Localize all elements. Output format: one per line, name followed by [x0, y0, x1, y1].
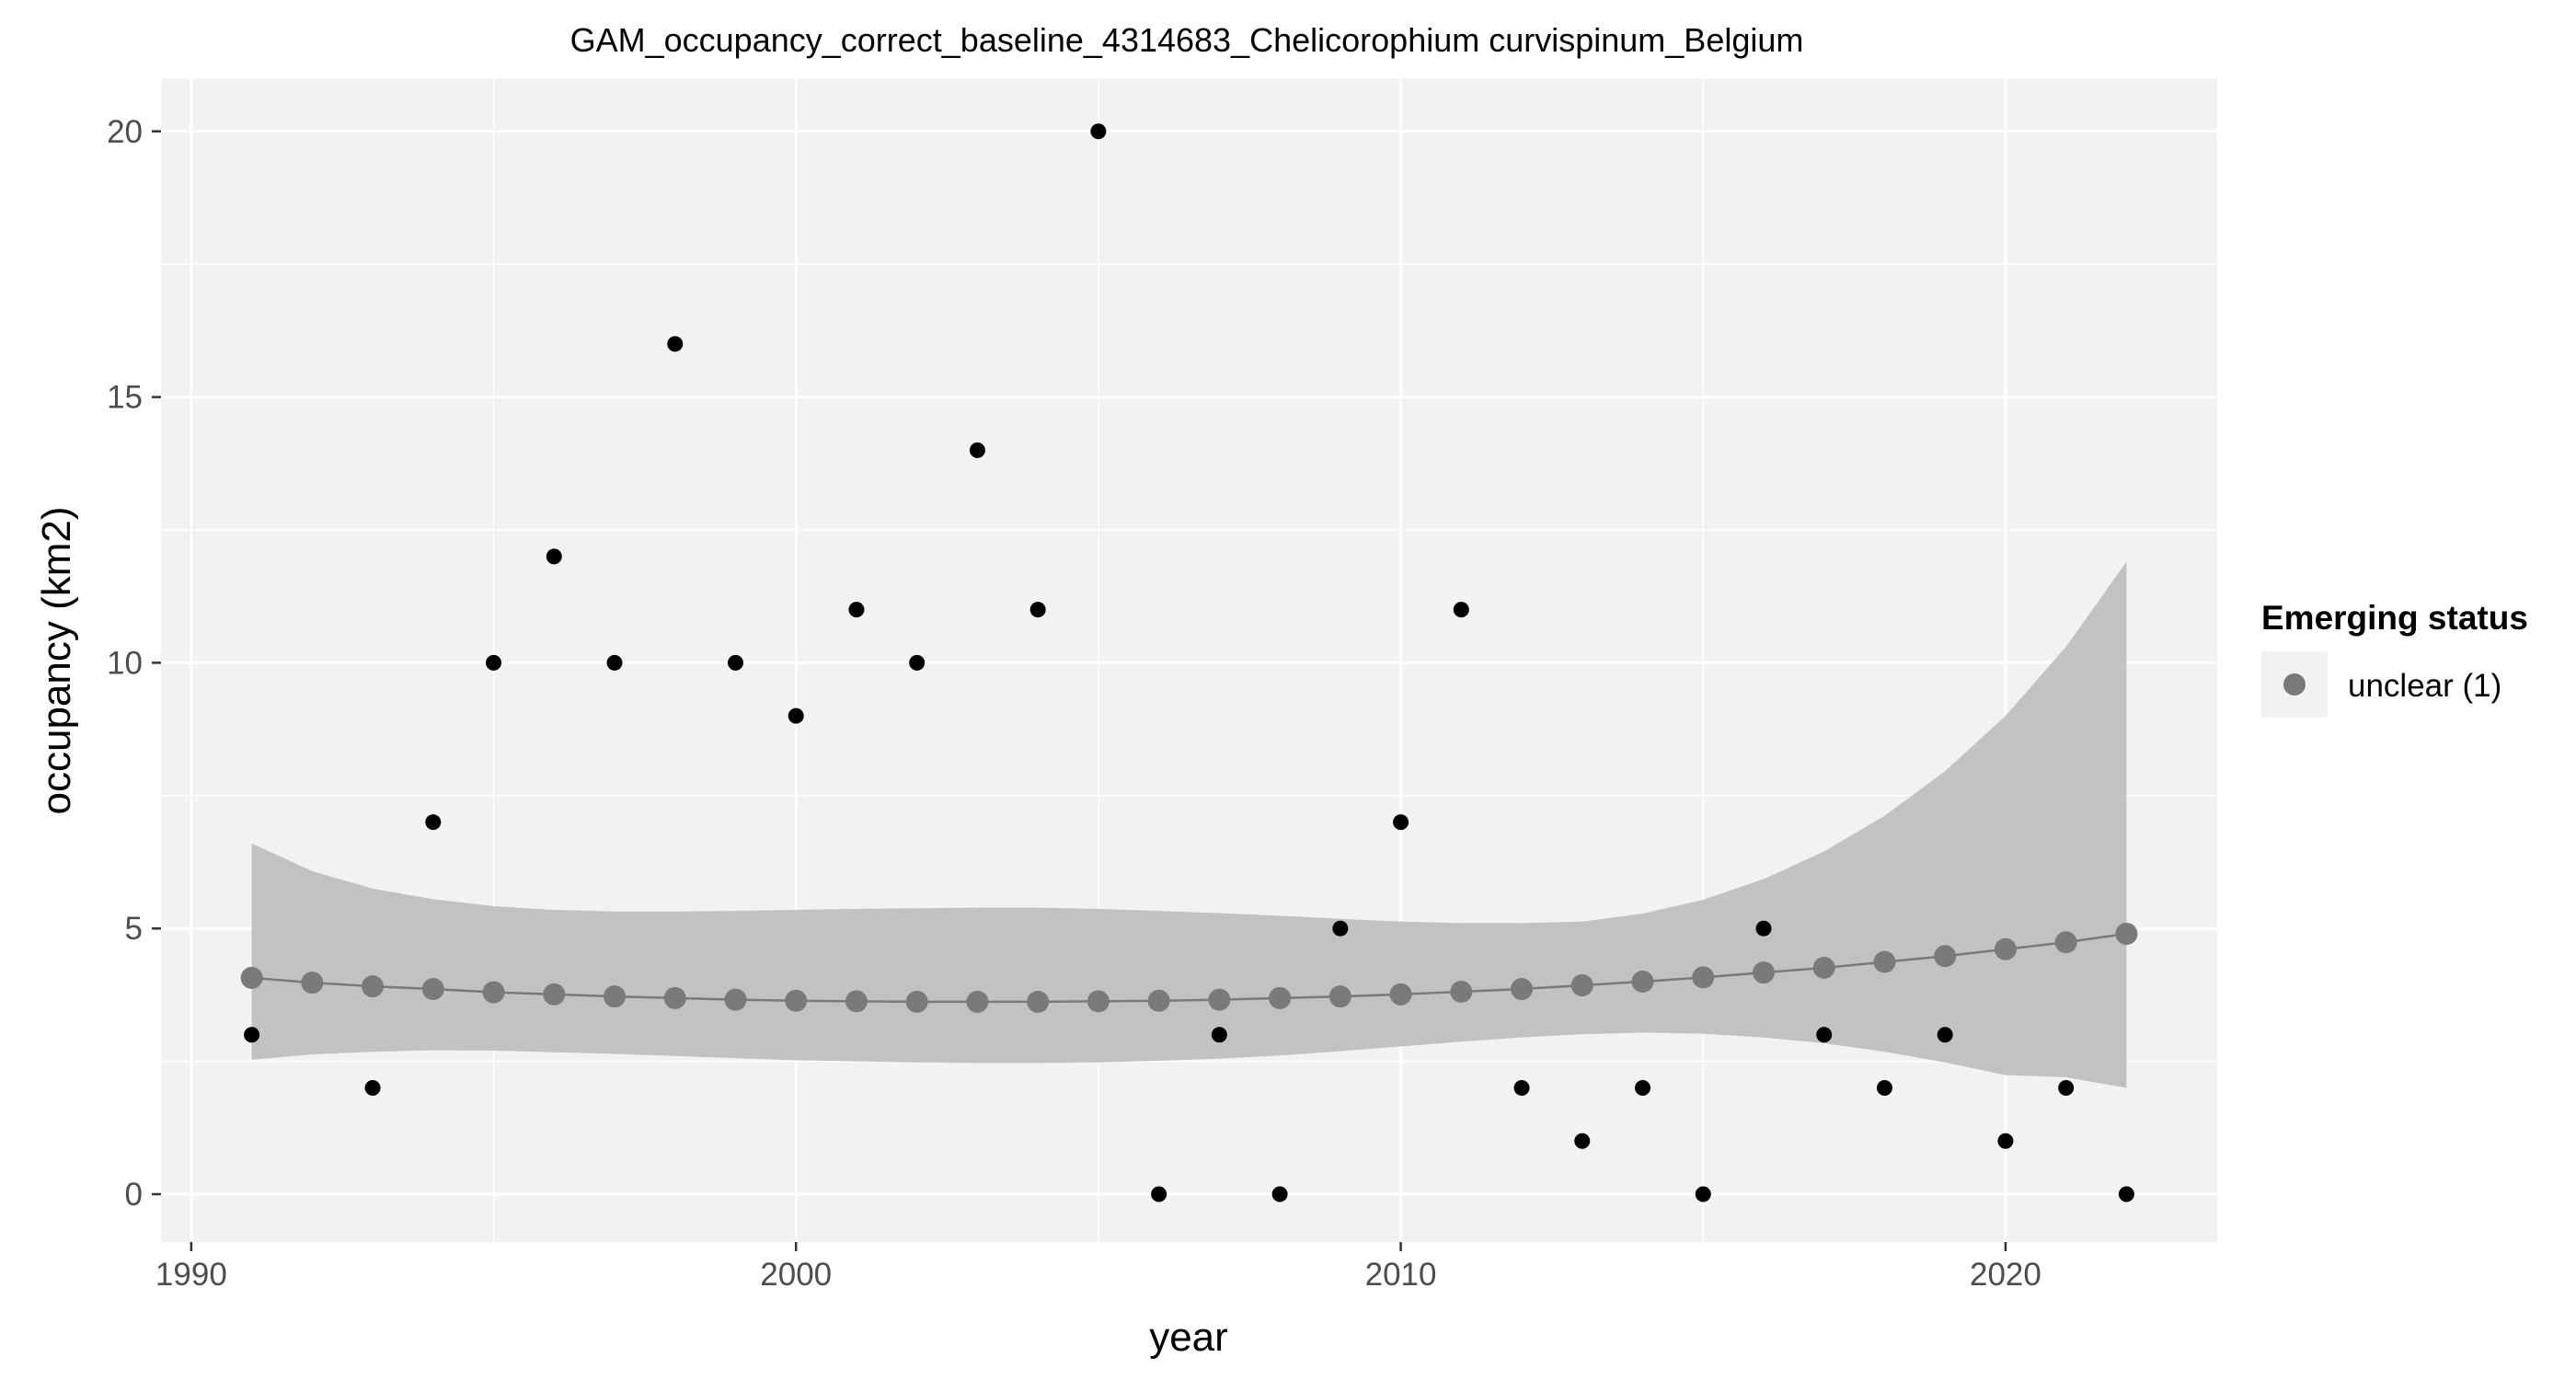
observed-point: [1151, 1186, 1167, 1202]
observed-points-layer: [244, 123, 2134, 1202]
observed-point: [1090, 123, 1107, 140]
fitted-point: [1147, 989, 1170, 1012]
observed-point: [727, 654, 743, 671]
fitted-trend-layer: [240, 922, 2138, 1013]
confidence-band-layer: [251, 561, 2127, 1088]
x-axis-title: year: [1149, 1315, 1228, 1360]
fitted-point: [1812, 956, 1835, 979]
legend-item-label: unclear (1): [2348, 668, 2501, 704]
observed-point: [1695, 1186, 1711, 1202]
y-tick-label: 0: [125, 1177, 143, 1213]
observed-point: [425, 814, 442, 831]
fitted-point: [1631, 970, 1654, 993]
observed-point: [1211, 1027, 1227, 1043]
legend-title: Emerging status: [2261, 599, 2528, 637]
plot-panel: [161, 78, 2217, 1242]
fitted-point: [240, 966, 263, 989]
fitted-point: [1692, 966, 1715, 989]
fitted-point: [724, 988, 747, 1011]
observed-point: [364, 1079, 381, 1096]
chart-title: GAM_occupancy_correct_baseline_4314683_C…: [570, 21, 1804, 59]
y-axis-title: occupancy (km2): [34, 506, 79, 814]
observed-point: [606, 654, 623, 671]
observed-point: [1453, 602, 1469, 618]
fitted-point: [482, 981, 505, 1004]
observed-point: [2058, 1079, 2075, 1096]
observed-point: [244, 1027, 260, 1043]
legend-key-dot: [2283, 673, 2306, 696]
observed-point: [2118, 1186, 2134, 1202]
observed-point: [1876, 1079, 1892, 1096]
observed-point: [1393, 814, 1409, 831]
fitted-point: [1873, 950, 1896, 973]
fitted-point: [1087, 990, 1110, 1013]
axis-ticks-layer: 1990 2000 2010 2020 0 5 10 15 20: [107, 114, 2041, 1293]
observed-point: [1635, 1079, 1651, 1096]
observed-point: [667, 336, 684, 352]
observed-point: [1513, 1079, 1530, 1096]
legend: Emerging status unclear (1): [2261, 599, 2528, 718]
fitted-point: [663, 986, 686, 1009]
y-tick-label: 5: [125, 911, 143, 947]
fitted-point: [1450, 980, 1473, 1003]
fitted-point: [421, 978, 444, 1001]
fitted-point: [1511, 978, 1534, 1001]
fitted-point: [2054, 931, 2077, 954]
fitted-point: [1389, 983, 1412, 1006]
fitted-point: [1269, 986, 1292, 1009]
observed-point: [1029, 602, 1046, 618]
observed-point: [1937, 1027, 1953, 1043]
observed-point: [546, 548, 562, 565]
y-tick-label: 15: [107, 380, 143, 416]
observed-point: [969, 442, 985, 458]
observed-point: [1574, 1133, 1591, 1149]
x-tick-label: 1990: [155, 1257, 227, 1293]
fitted-point: [1208, 988, 1231, 1011]
fitted-point: [785, 989, 808, 1012]
fitted-point: [966, 990, 989, 1013]
x-tick-label: 2020: [1970, 1257, 2041, 1293]
fitted-point: [1027, 990, 1050, 1013]
observed-point: [1332, 920, 1349, 937]
x-tick-label: 2010: [1365, 1257, 1437, 1293]
fitted-point: [1570, 974, 1593, 997]
fitted-point: [604, 985, 627, 1008]
x-tick-label: 2000: [760, 1257, 832, 1293]
fitted-point: [362, 975, 385, 998]
fitted-point: [905, 990, 928, 1013]
fitted-point: [2115, 922, 2138, 945]
y-tick-label: 10: [107, 645, 143, 681]
fitted-point: [543, 983, 566, 1006]
fitted-point: [1328, 985, 1351, 1008]
observed-point: [1755, 920, 1772, 937]
fitted-point: [1994, 937, 2017, 960]
y-tick-label: 20: [107, 114, 143, 150]
confidence-band: [251, 561, 2127, 1088]
fitted-point: [301, 972, 324, 995]
observed-point: [1816, 1027, 1833, 1043]
observed-point: [909, 654, 926, 671]
fitted-point: [1752, 961, 1775, 984]
observed-point: [788, 707, 804, 724]
observed-point: [486, 654, 502, 671]
observed-point: [848, 602, 865, 618]
fitted-point: [1934, 945, 1957, 968]
fitted-point: [845, 990, 868, 1013]
observed-point: [1997, 1133, 2014, 1149]
observed-point: [1271, 1186, 1288, 1202]
